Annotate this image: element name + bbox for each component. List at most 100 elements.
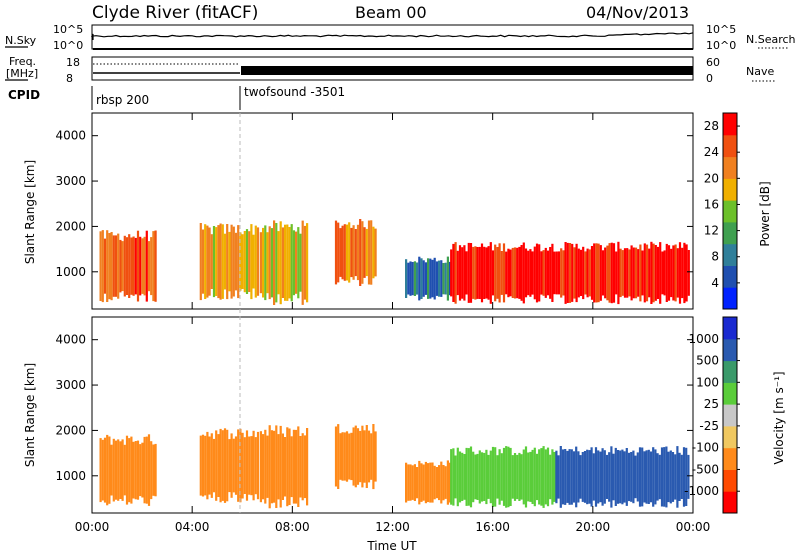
echo-column bbox=[143, 236, 146, 296]
echo-column bbox=[474, 454, 477, 500]
colorbar-tick-label: -25 bbox=[699, 419, 719, 433]
echo-column bbox=[450, 249, 453, 297]
echo-column bbox=[518, 246, 521, 299]
echo-column bbox=[204, 224, 207, 299]
echo-column bbox=[626, 248, 629, 298]
echo-column bbox=[546, 250, 550, 296]
echo-column bbox=[680, 454, 683, 499]
echo-column bbox=[665, 446, 668, 508]
colorbar-tick-label: 16 bbox=[704, 197, 719, 211]
echo-column bbox=[301, 220, 304, 305]
echo-column bbox=[262, 434, 265, 500]
echo-column bbox=[416, 467, 419, 499]
echo-column bbox=[234, 436, 238, 495]
nsky-trace bbox=[91, 32, 694, 40]
nsky-tick-bottom: 10^0 bbox=[53, 39, 83, 52]
colorbar-segment bbox=[723, 425, 737, 449]
echo-column bbox=[637, 249, 640, 297]
echo-column bbox=[429, 462, 432, 503]
echo-column bbox=[561, 449, 565, 505]
echo-column bbox=[518, 452, 521, 501]
echo-column bbox=[350, 227, 353, 278]
echo-column bbox=[259, 431, 262, 503]
echo-column bbox=[572, 451, 576, 503]
echo-column bbox=[476, 453, 479, 500]
echo-column bbox=[601, 250, 605, 296]
echo-column bbox=[632, 450, 635, 504]
echo-column bbox=[507, 446, 510, 508]
echo-column bbox=[199, 435, 202, 496]
echo-column bbox=[215, 227, 218, 296]
colorbar-segment bbox=[723, 221, 737, 245]
echo-column bbox=[498, 449, 501, 505]
echo-column bbox=[208, 436, 211, 495]
echo-column bbox=[363, 430, 366, 483]
echo-column bbox=[619, 450, 622, 504]
nsky-tick-top: 10^5 bbox=[53, 23, 83, 36]
echo-column bbox=[660, 447, 664, 507]
echo-column bbox=[112, 438, 115, 502]
echo-column bbox=[245, 430, 249, 501]
echo-column bbox=[513, 453, 517, 501]
echo-column bbox=[268, 425, 271, 509]
echo-column bbox=[491, 250, 495, 296]
echo-column bbox=[407, 262, 410, 295]
echo-column bbox=[141, 238, 144, 294]
echo-column bbox=[551, 449, 554, 505]
echo-column bbox=[119, 441, 122, 499]
echo-column bbox=[123, 235, 126, 297]
nsearch-tick-bottom: 10^0 bbox=[706, 39, 736, 52]
echo-column bbox=[286, 427, 289, 507]
echo-column bbox=[623, 248, 627, 298]
echo-column bbox=[119, 239, 122, 293]
echo-column bbox=[627, 452, 631, 502]
echo-column bbox=[469, 243, 473, 303]
echo-column bbox=[612, 243, 616, 303]
echo-column bbox=[201, 434, 205, 497]
nsky-strip: N.Sky 10^5 10^0 10^5 10^0 N.Search bbox=[5, 23, 796, 52]
echo-column bbox=[524, 446, 528, 508]
echo-column bbox=[241, 432, 244, 499]
colorbar-segment bbox=[723, 265, 737, 288]
echo-column bbox=[270, 228, 273, 298]
echo-column bbox=[463, 454, 466, 500]
echo-column bbox=[110, 444, 113, 496]
echo-column bbox=[670, 248, 673, 298]
echo-column bbox=[365, 425, 368, 488]
echo-column bbox=[594, 447, 598, 507]
echo-column bbox=[429, 258, 432, 299]
echo-column bbox=[114, 440, 118, 500]
echo-column bbox=[603, 450, 606, 504]
echo-column bbox=[579, 455, 582, 499]
echo-column bbox=[370, 433, 373, 480]
echo-column bbox=[494, 447, 497, 507]
echo-column bbox=[114, 235, 118, 297]
echo-column bbox=[128, 234, 131, 298]
echo-column bbox=[483, 452, 486, 501]
echo-column bbox=[99, 438, 102, 503]
echo-column bbox=[223, 233, 227, 290]
echo-column bbox=[345, 431, 349, 482]
colorbar-tick-label: 8 bbox=[711, 250, 719, 264]
echo-column bbox=[527, 250, 530, 296]
echo-column bbox=[667, 451, 670, 503]
echo-column bbox=[303, 435, 306, 499]
echo-column bbox=[101, 439, 104, 501]
echo-column bbox=[306, 223, 309, 303]
echo-column bbox=[577, 248, 580, 298]
power-ylabel: Slant Range [km] bbox=[23, 160, 37, 264]
echo-column bbox=[422, 464, 425, 501]
power-panel: 1000 2000 3000 4000 Slant Range [km] 4 8 12 16… bbox=[23, 112, 772, 310]
echo-column bbox=[458, 245, 462, 301]
echo-column bbox=[446, 460, 449, 505]
echo-column bbox=[101, 230, 104, 303]
echo-column bbox=[509, 249, 512, 297]
echo-column bbox=[483, 246, 486, 299]
colorbar-tick-label: 4 bbox=[711, 276, 719, 290]
echo-column bbox=[334, 220, 338, 285]
echo-column bbox=[367, 220, 371, 285]
echo-column bbox=[413, 261, 416, 296]
echo-column bbox=[435, 467, 438, 499]
echo-column bbox=[456, 447, 459, 507]
echo-column bbox=[237, 429, 240, 502]
